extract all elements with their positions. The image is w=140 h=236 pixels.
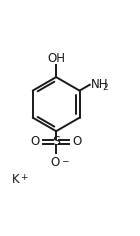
- Text: NH: NH: [90, 78, 108, 91]
- Text: −: −: [61, 156, 68, 165]
- Text: K: K: [12, 173, 19, 186]
- Text: S: S: [52, 135, 60, 148]
- Text: +: +: [20, 173, 28, 182]
- Text: 2: 2: [103, 83, 108, 92]
- Text: O: O: [73, 135, 82, 148]
- Text: O: O: [30, 135, 39, 148]
- Text: OH: OH: [47, 52, 65, 65]
- Text: O: O: [51, 156, 60, 169]
